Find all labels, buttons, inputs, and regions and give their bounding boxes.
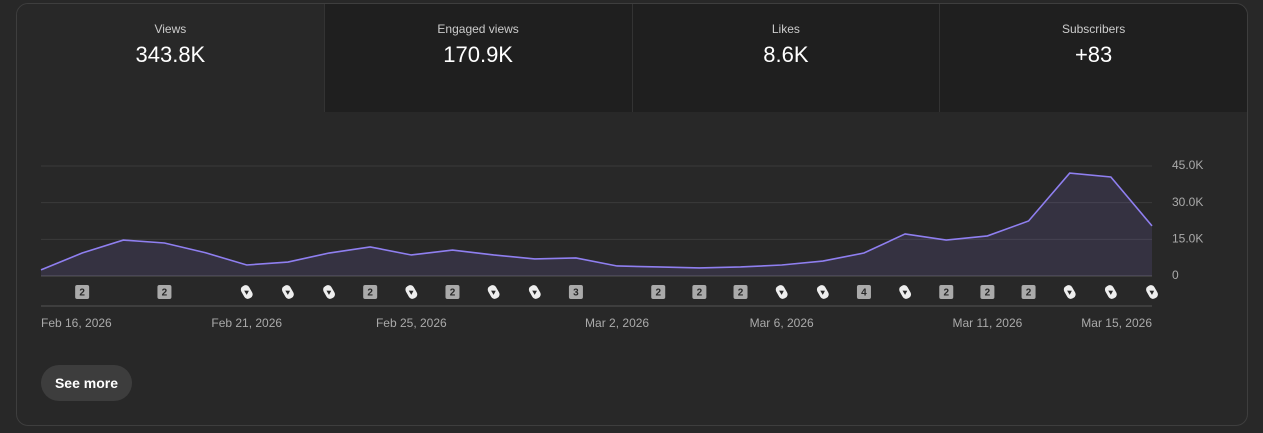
upload-count: 2 xyxy=(655,288,661,299)
upload-badge xyxy=(856,285,871,299)
upload-badge xyxy=(980,285,995,299)
shorts-play xyxy=(285,290,291,295)
shorts-icon xyxy=(1146,285,1158,299)
shorts-icon xyxy=(816,285,829,299)
shorts-icon xyxy=(1063,285,1076,299)
upload-count: 2 xyxy=(79,288,85,299)
area xyxy=(41,173,1152,276)
upload-count: 2 xyxy=(697,288,703,299)
upload-count: 3 xyxy=(573,288,579,299)
metric-tab[interactable]: Likes 8.6K xyxy=(631,4,940,112)
metric-label: Views xyxy=(154,22,187,36)
shorts-icon xyxy=(281,285,294,299)
upload-count: 2 xyxy=(450,288,456,299)
shorts-play xyxy=(491,290,496,295)
y-tick-label: 15.0K xyxy=(1172,232,1203,246)
metric-tab[interactable]: Engaged views 170.9K xyxy=(323,4,632,112)
shorts-icon xyxy=(405,285,418,299)
analytics-card: Views 343.8K Engaged views 170.9K Likes 8.6K S… xyxy=(16,3,1248,426)
x-tick-label: Mar 11, 2026 xyxy=(952,316,1022,330)
shorts-play xyxy=(1149,290,1155,295)
x-tick-label: Feb 16, 2026 xyxy=(41,316,112,330)
upload-badge xyxy=(363,285,378,299)
shorts-icon xyxy=(899,285,912,299)
shorts-play xyxy=(244,290,249,295)
x-tick-label: Feb 25, 2026 xyxy=(376,316,447,330)
shorts-play xyxy=(779,290,784,295)
upload-count: 2 xyxy=(985,288,991,299)
metric-label: Subscribers xyxy=(1061,22,1126,36)
shorts-play xyxy=(820,290,825,295)
upload-badge xyxy=(568,285,583,299)
shorts-icon xyxy=(323,285,335,299)
upload-badge xyxy=(157,285,172,299)
upload-badge xyxy=(939,285,954,299)
upload-badge xyxy=(75,285,90,299)
x-tick-label: Feb 21, 2026 xyxy=(211,316,282,330)
metric-label: Engaged views xyxy=(437,22,519,36)
upload-count: 2 xyxy=(367,288,373,299)
upload-count: 2 xyxy=(1026,288,1032,299)
upload-count: 2 xyxy=(162,288,168,299)
shorts-play xyxy=(532,290,537,295)
y-tick-label: 45.0K xyxy=(1172,158,1203,172)
metric-tab[interactable]: Subscribers +83 xyxy=(939,4,1247,112)
upload-badge xyxy=(445,285,460,299)
shorts-icon xyxy=(240,285,253,299)
metric-label: Likes xyxy=(771,22,800,36)
shorts-play xyxy=(902,290,908,295)
upload-count: 4 xyxy=(861,288,867,299)
y-tick-label: 0 xyxy=(1172,268,1179,282)
upload-count: 2 xyxy=(738,288,744,299)
x-tick-label: Mar 15, 2026 xyxy=(1081,316,1152,330)
metric-value: 170.9K xyxy=(443,42,513,67)
upload-badge xyxy=(692,285,707,299)
shorts-icon xyxy=(775,285,788,299)
upload-badge xyxy=(733,285,748,299)
metric-tab[interactable]: Views 343.8K xyxy=(17,4,324,112)
shorts-play xyxy=(1108,290,1114,295)
see-more-button[interactable]: See more xyxy=(41,365,132,401)
upload-badge xyxy=(651,285,666,299)
line xyxy=(40,172,1153,271)
metric-value: +83 xyxy=(1074,42,1113,67)
upload-badge xyxy=(1021,285,1036,299)
shorts-play xyxy=(1067,290,1072,295)
x-tick-label: Mar 2, 2026 xyxy=(585,316,649,330)
metric-tabs: Views 343.8K Engaged views 170.9K Likes 8.6K S… xyxy=(17,4,1247,112)
shorts-icon xyxy=(1104,285,1117,299)
shorts-icon xyxy=(528,285,541,299)
y-tick-label: 30.0K xyxy=(1172,195,1203,209)
shorts-play xyxy=(408,290,414,295)
shorts-play xyxy=(326,290,332,295)
metric-value: 8.6K xyxy=(763,42,809,67)
upload-count: 2 xyxy=(943,288,949,299)
shorts-icon xyxy=(487,285,500,299)
metric-value: 343.8K xyxy=(135,42,206,67)
x-tick-label: Mar 6, 2026 xyxy=(750,316,814,330)
